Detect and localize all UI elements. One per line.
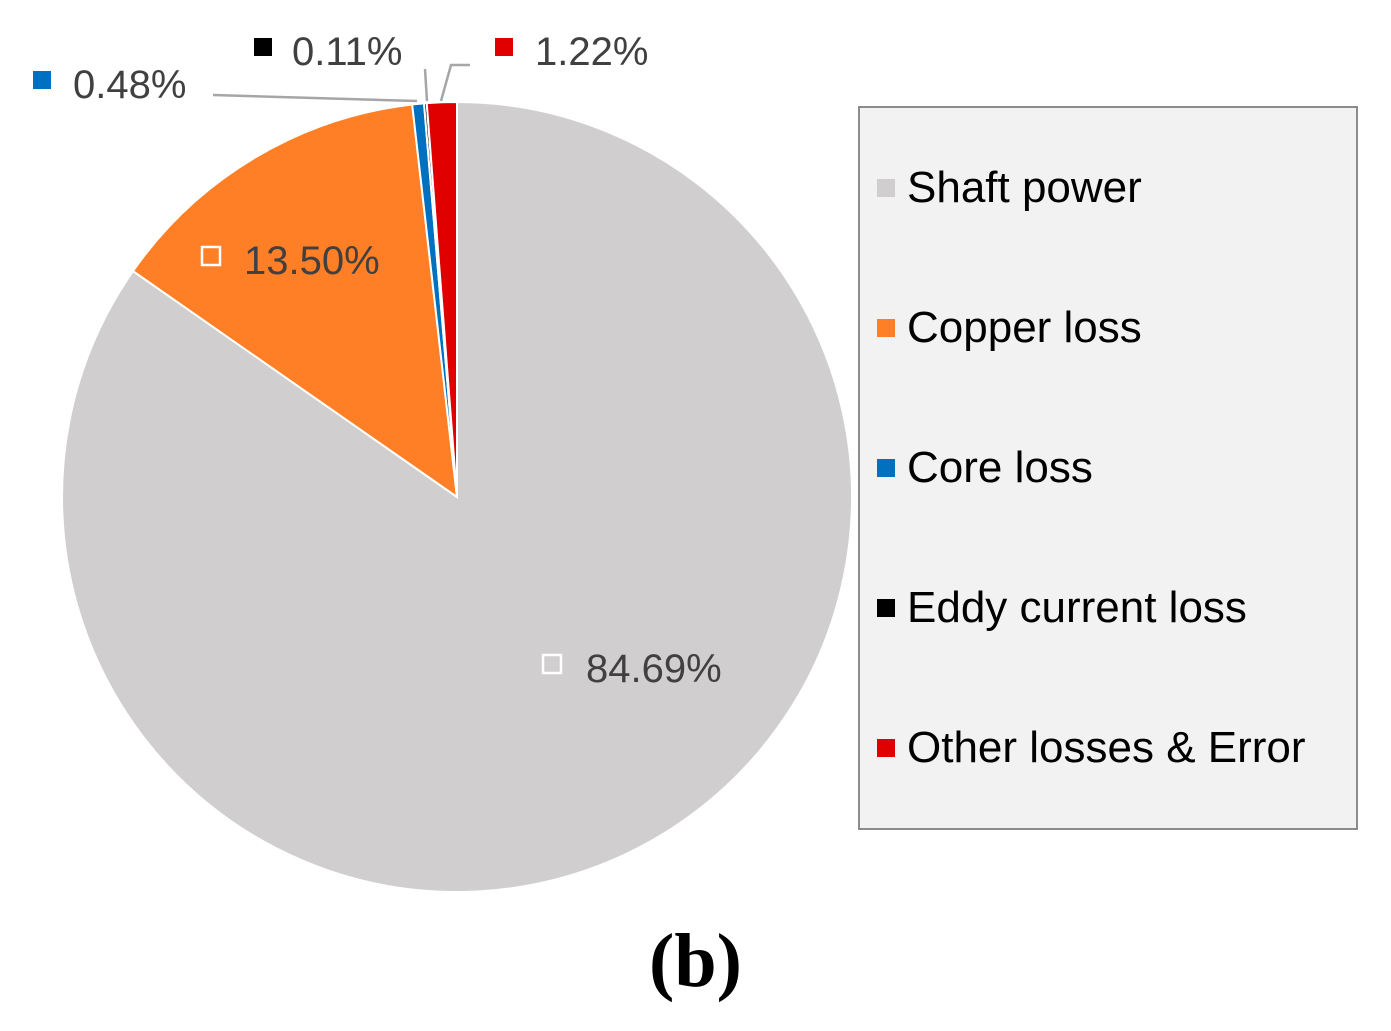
legend: Shaft power Copper loss Core loss Eddy c… bbox=[858, 106, 1358, 830]
pie-chart: 84.69% 13.50% 0.48% 0.11% 1.22% bbox=[33, 30, 853, 893]
legend-swatch-copper-loss bbox=[877, 319, 895, 337]
data-label-swatch-core-loss bbox=[33, 71, 51, 89]
pie-slice-copper-loss bbox=[131, 103, 459, 500]
data-label-swatch-copper-loss bbox=[200, 245, 222, 267]
legend-item-shaft-power: Shaft power bbox=[877, 163, 1356, 213]
data-label-shaft-power: 84.69% bbox=[586, 647, 722, 691]
data-label-core-loss: 0.48% bbox=[73, 63, 186, 107]
legend-swatch-eddy-current-loss bbox=[877, 599, 895, 617]
legend-item-eddy-current-loss: Eddy current loss bbox=[877, 583, 1356, 633]
data-label-swatch-other-losses bbox=[495, 38, 513, 56]
data-label-swatch-eddy-current-loss bbox=[254, 38, 272, 56]
leader-line-core-loss bbox=[212, 93, 418, 103]
legend-item-core-loss: Core loss bbox=[877, 443, 1356, 493]
legend-label-shaft-power: Shaft power bbox=[907, 163, 1142, 212]
legend-label-eddy-current-loss: Eddy current loss bbox=[907, 583, 1247, 632]
leader-line-other-losses bbox=[439, 63, 470, 102]
legend-item-copper-loss: Copper loss bbox=[877, 303, 1356, 353]
data-label-eddy-current-loss: 0.11% bbox=[292, 30, 402, 74]
legend-label-core-loss: Core loss bbox=[907, 443, 1093, 492]
pie-slices bbox=[61, 100, 853, 893]
data-label-other-losses: 1.22% bbox=[535, 30, 648, 74]
leader-line-eddy-current-loss bbox=[423, 68, 429, 102]
leader-lines bbox=[212, 63, 470, 103]
legend-label-copper-loss: Copper loss bbox=[907, 303, 1142, 352]
data-label-copper-loss: 13.50% bbox=[244, 239, 380, 283]
legend-swatch-other-losses bbox=[877, 739, 895, 757]
data-labels: 84.69% 13.50% 0.48% 0.11% 1.22% bbox=[33, 30, 722, 691]
pie-slice-other-losses bbox=[425, 100, 458, 498]
legend-label-other-losses: Other losses & Error bbox=[907, 723, 1306, 772]
legend-swatch-core-loss bbox=[877, 459, 895, 477]
legend-swatch-shaft-power bbox=[877, 179, 895, 197]
legend-item-other-losses: Other losses & Error bbox=[877, 723, 1356, 773]
data-label-swatch-shaft-power bbox=[541, 653, 563, 675]
subfigure-label: (b) bbox=[649, 919, 742, 1003]
